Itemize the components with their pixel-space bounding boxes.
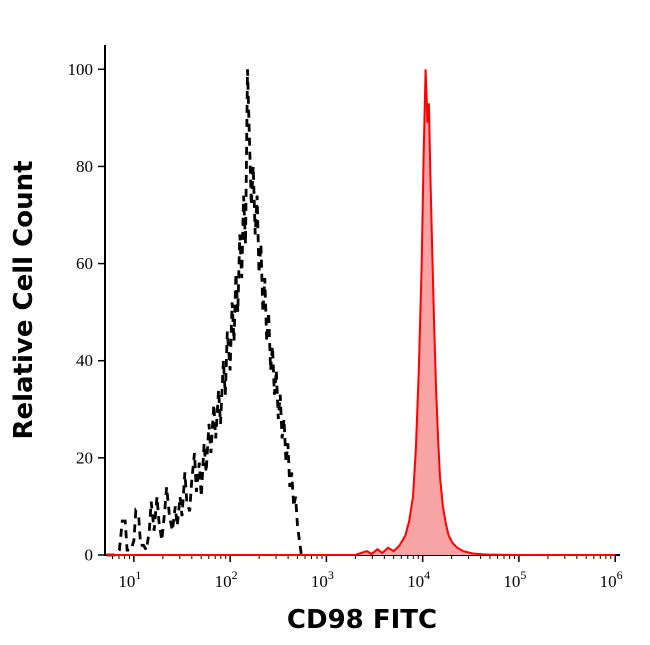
isotype-control-histogram-outline: [106, 69, 303, 557]
y-tick-label: 20: [76, 448, 93, 467]
x-tick-label: 103: [311, 568, 334, 591]
axis-lines: [104, 45, 620, 556]
x-tick-label: 104: [407, 568, 430, 591]
x-tick-label: 106: [600, 568, 623, 591]
x-tick-label: 102: [215, 568, 238, 591]
cd98-fitc-stained-histogram-fill: [106, 69, 616, 556]
x-tick-label: 105: [503, 568, 526, 591]
x-axis-label: CD98 FITC: [287, 605, 437, 635]
plot-area: 0 20 40 60 80 100 101 102 103 104 105 106: [68, 45, 623, 591]
y-tick-label: 0: [85, 546, 94, 565]
y-axis-label: Relative Cell Count: [9, 160, 39, 439]
y-tick-label: 40: [76, 351, 93, 370]
x-tick-label: 101: [118, 568, 141, 591]
y-tick-label: 100: [68, 60, 94, 79]
cd98-fitc-stained-histogram-outline: [106, 69, 616, 556]
y-tick-label: 80: [76, 157, 93, 176]
y-tick-label: 60: [76, 254, 93, 273]
